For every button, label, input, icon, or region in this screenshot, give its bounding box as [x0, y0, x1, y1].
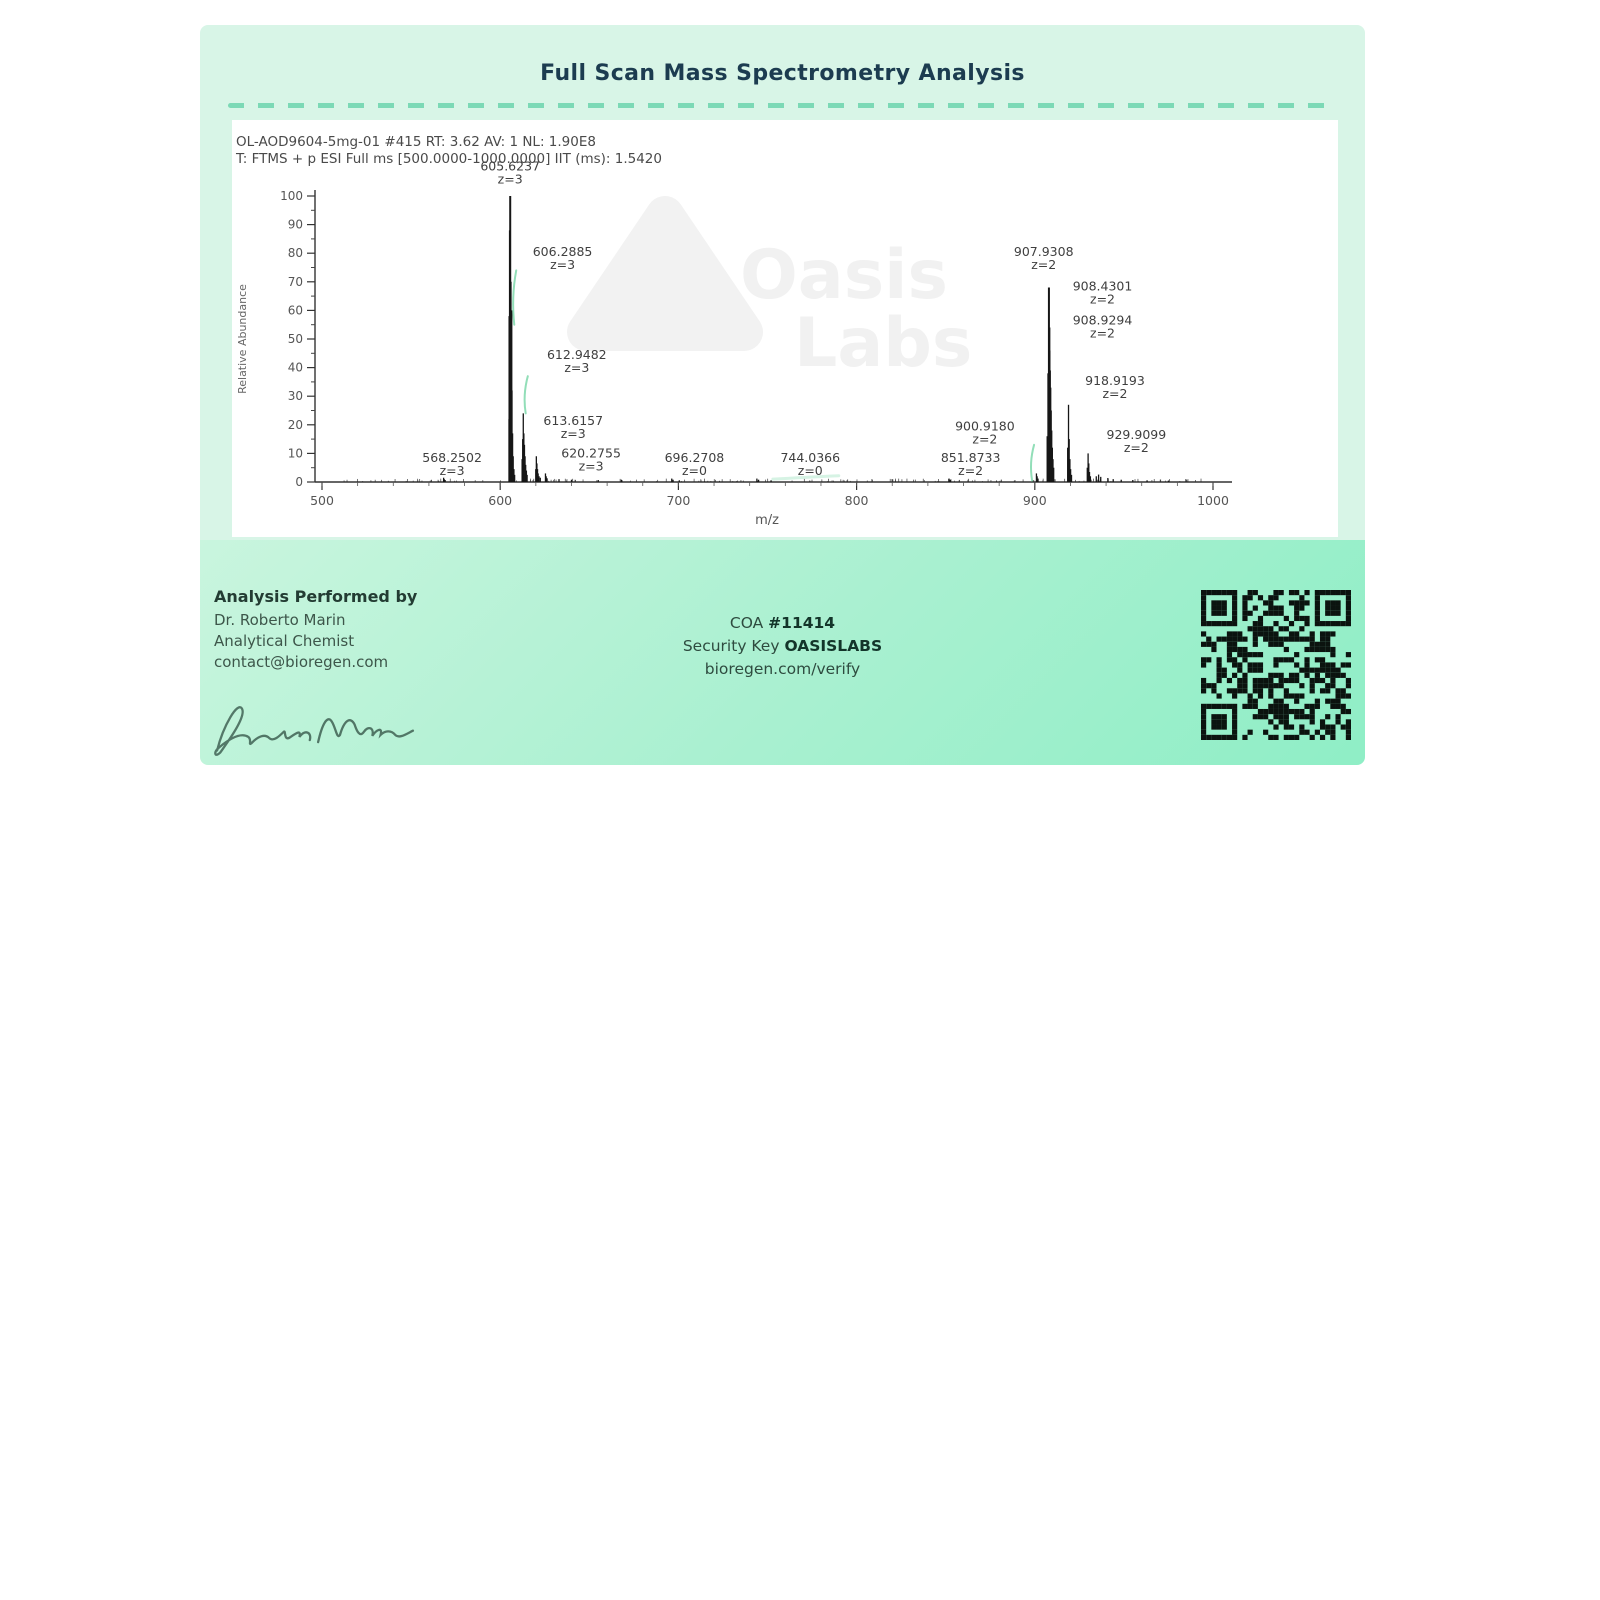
svg-text:800: 800 — [845, 493, 869, 508]
svg-text:z=2: z=2 — [1090, 326, 1115, 341]
svg-text:z=3: z=3 — [550, 257, 575, 272]
spectrum-panel: Oasis Labs OL-AOD9604-5mg-01 #415 RT: 3.… — [232, 120, 1338, 537]
qr-code — [1201, 590, 1351, 740]
svg-text:600: 600 — [488, 493, 512, 508]
page-title: Full Scan Mass Spectrometry Analysis — [540, 61, 1025, 86]
svg-text:50: 50 — [288, 332, 303, 346]
svg-text:70: 70 — [288, 275, 303, 289]
svg-text:10: 10 — [288, 446, 303, 460]
svg-text:z=0: z=0 — [798, 463, 823, 478]
svg-text:612.9482: 612.9482 — [547, 347, 607, 362]
svg-text:918.9193: 918.9193 — [1085, 373, 1145, 388]
svg-text:613.6157: 613.6157 — [543, 413, 603, 428]
analyst-contact: contact@bioregen.com — [214, 653, 389, 671]
analysis-card-footer: Analysis Performed by Dr. Roberto Marin … — [200, 540, 1365, 765]
svg-text:60: 60 — [288, 303, 303, 317]
svg-text:z=2: z=2 — [1124, 440, 1149, 455]
svg-text:851.8733: 851.8733 — [941, 450, 1001, 465]
dashed-separator — [228, 103, 1337, 108]
analyst-role: Analytical Chemist — [214, 632, 355, 650]
analyst-block: Analysis Performed by Dr. Roberto Marin … — [214, 586, 417, 673]
coa-label: COA — [729, 614, 764, 632]
svg-text:908.4301: 908.4301 — [1073, 278, 1133, 293]
svg-text:z=3: z=3 — [564, 360, 589, 375]
svg-text:z=2: z=2 — [1102, 386, 1127, 401]
analyst-heading: Analysis Performed by — [214, 587, 418, 606]
scan-header-line1: OL-AOD9604-5mg-01 #415 RT: 3.62 AV: 1 NL… — [236, 134, 596, 150]
svg-text:700: 700 — [666, 493, 690, 508]
axes: 0 10 20 30 40 50 60 70 80 90 100 500 600 700 800 900 100… — [280, 189, 1232, 508]
svg-text:z=0: z=0 — [682, 463, 707, 478]
svg-text:100: 100 — [280, 189, 303, 203]
mass-spectrum-chart: Oasis Labs OL-AOD9604-5mg-01 #415 RT: 3.… — [235, 134, 1232, 528]
watermark-logo: Oasis Labs — [567, 196, 972, 383]
watermark-text-line2: Labs — [794, 304, 972, 383]
svg-text:z=3: z=3 — [579, 459, 604, 474]
peaks — [442, 196, 1170, 482]
svg-text:80: 80 — [288, 246, 303, 260]
svg-text:568.2502: 568.2502 — [422, 450, 482, 465]
svg-text:z=2: z=2 — [1090, 291, 1115, 306]
svg-text:500: 500 — [310, 493, 334, 508]
svg-text:z=3: z=3 — [498, 171, 523, 186]
coa-verification-block: COA #11414 Security Key OASISLABS bioreg… — [683, 612, 882, 681]
analysis-card-top-section: Full Scan Mass Spectrometry Analysis Oas… — [200, 25, 1365, 540]
security-key-line: Security Key OASISLABS — [683, 635, 882, 658]
analyst-name: Dr. Roberto Marin — [214, 611, 346, 629]
svg-text:605.6237: 605.6237 — [480, 158, 540, 173]
svg-text:z=3: z=3 — [440, 463, 465, 478]
svg-text:z=3: z=3 — [561, 426, 586, 441]
svg-text:744.0366: 744.0366 — [780, 450, 840, 465]
svg-text:929.9099: 929.9099 — [1107, 427, 1167, 442]
coa-number-line: COA #11414 — [683, 612, 882, 635]
svg-text:z=2: z=2 — [1031, 257, 1056, 272]
svg-text:606.2885: 606.2885 — [533, 244, 593, 259]
svg-text:620.2755: 620.2755 — [561, 446, 621, 461]
svg-text:z=2: z=2 — [958, 463, 983, 478]
svg-text:1000: 1000 — [1197, 493, 1229, 508]
svg-text:20: 20 — [288, 418, 303, 432]
svg-text:90: 90 — [288, 218, 303, 232]
signature — [214, 706, 415, 756]
svg-text:30: 30 — [288, 389, 303, 403]
green-marker-annotations — [512, 269, 1036, 482]
coa-number: #11414 — [768, 614, 836, 632]
svg-text:0: 0 — [295, 475, 303, 489]
svg-text:40: 40 — [288, 361, 303, 375]
scan-header-line2: T: FTMS + p ESI Full ms [500.0000-1000.0… — [235, 151, 662, 167]
svg-text:907.9308: 907.9308 — [1014, 244, 1074, 259]
y-axis-title: Relative Abundance — [236, 284, 249, 394]
verify-url: bioregen.com/verify — [704, 660, 861, 678]
svg-text:900: 900 — [1023, 493, 1047, 508]
svg-text:z=2: z=2 — [972, 432, 997, 447]
peak-labels: 605.6237z=3606.2885z=3612.9482z=3613.615… — [422, 158, 1166, 478]
security-key-value: OASISLABS — [784, 637, 883, 655]
svg-text:908.9294: 908.9294 — [1073, 313, 1133, 328]
watermark-text-line1: Oasis — [740, 236, 948, 315]
watermark-triangle-icon — [567, 196, 763, 351]
svg-text:696.2708: 696.2708 — [665, 450, 725, 465]
x-axis-title: m/z — [755, 513, 779, 528]
security-key-label: Security Key — [682, 637, 780, 655]
svg-text:900.9180: 900.9180 — [955, 419, 1015, 434]
analysis-card: Full Scan Mass Spectrometry Analysis Oas… — [200, 25, 1365, 765]
